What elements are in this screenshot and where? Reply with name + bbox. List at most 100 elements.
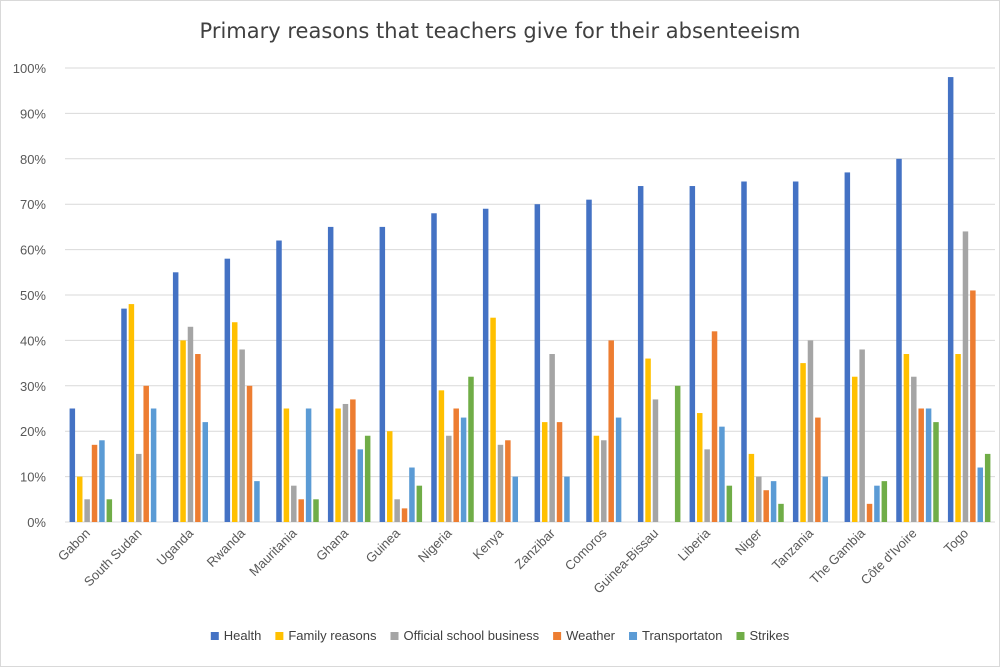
bar-official-school-business-liberia	[704, 449, 710, 522]
bar-health-comoros	[586, 199, 592, 522]
bar-official-school-business-rwanda	[239, 349, 245, 522]
bar-weather-tanzania	[815, 417, 821, 522]
gridlines	[65, 67, 995, 523]
x-tick-label: Côte d'Ivoire	[858, 526, 920, 588]
bar-transportaton-the-gambia	[874, 485, 880, 522]
x-tick-label: Nigeria	[415, 525, 455, 565]
x-tick-label: Ghana	[313, 525, 352, 564]
bar-health-rwanda	[224, 258, 231, 522]
bar-family-reasons-guinea-bissau	[645, 358, 651, 522]
bar-weather-south-sudan	[143, 385, 149, 522]
bar-family-reasons-comoros	[593, 435, 600, 522]
bar-health-tanzania	[792, 181, 799, 522]
y-tick-label: 20%	[20, 424, 46, 439]
legend-swatch	[390, 632, 399, 640]
bar-strikes-liberia	[726, 485, 733, 522]
bar-official-school-business-guinea	[394, 499, 400, 522]
bar-official-school-business-kenya	[497, 444, 504, 522]
bar-transportaton-kenya	[512, 476, 519, 522]
bar-family-reasons-mauritania	[283, 408, 290, 522]
bar-official-school-business-tanzania	[807, 340, 814, 522]
bar-transportaton-south-sudan	[150, 408, 157, 522]
bar-transportaton-togo	[977, 467, 984, 522]
x-tick-label: Rwanda	[204, 525, 249, 570]
bar-strikes-gabon	[106, 499, 113, 522]
bar-official-school-business-the-gambia	[859, 349, 865, 522]
bar-weather-togo	[970, 290, 976, 522]
bar-official-school-business-guinea-bissau	[652, 399, 659, 522]
bar-family-reasons-kenya	[490, 317, 496, 522]
bar-family-reasons-tanzania	[800, 363, 806, 522]
y-tick-label: 70%	[20, 197, 46, 212]
bar-weather-liberia	[711, 331, 718, 522]
bar-weather-ghana	[350, 399, 356, 522]
bar-official-school-business-c-te-d-ivoire	[911, 376, 917, 522]
bar-weather-rwanda	[246, 385, 253, 522]
bar-weather-guinea	[401, 508, 408, 522]
legend-swatch	[736, 632, 745, 640]
legend-label: Weather	[566, 628, 616, 643]
bar-health-south-sudan	[121, 308, 127, 522]
x-tick-label: Togo	[941, 526, 972, 557]
bar-official-school-business-ghana	[342, 403, 349, 522]
bar-strikes-nigeria	[468, 376, 474, 522]
x-tick-label: Kenya	[470, 525, 507, 562]
bar-official-school-business-uganda	[187, 326, 194, 522]
bar-weather-uganda	[195, 354, 201, 522]
bar-family-reasons-ghana	[335, 408, 341, 522]
y-tick-label: 0%	[27, 515, 46, 530]
bar-official-school-business-mauritania	[291, 485, 297, 522]
bar-family-reasons-south-sudan	[128, 304, 135, 522]
legend-label: Official school business	[404, 628, 540, 643]
bar-health-guinea-bissau	[637, 186, 644, 523]
bar-family-reasons-togo	[955, 354, 961, 522]
legend-label: Transportaton	[642, 628, 722, 643]
bar-strikes-togo	[984, 453, 991, 522]
bar-official-school-business-zanzibar	[549, 354, 555, 522]
bar-weather-the-gambia	[866, 503, 873, 522]
y-tick-label: 60%	[20, 243, 46, 258]
y-tick-label: 50%	[20, 288, 46, 303]
bar-strikes-niger	[778, 503, 784, 522]
x-tick-label: Uganda	[153, 525, 196, 568]
bar-health-liberia	[689, 186, 696, 523]
bar-family-reasons-rwanda	[231, 322, 238, 522]
bar-strikes-guinea-bissau	[674, 385, 681, 522]
bar-transportaton-mauritania	[305, 408, 312, 522]
x-tick-label: Gabon	[55, 526, 93, 564]
bar-strikes-ghana	[364, 435, 371, 522]
bar-family-reasons-zanzibar	[541, 422, 548, 522]
legend-swatch	[629, 632, 638, 640]
bar-transportaton-ghana	[357, 449, 364, 522]
bar-official-school-business-niger	[756, 476, 762, 522]
chart-title: Primary reasons that teachers give for t…	[200, 19, 801, 43]
bar-health-guinea	[379, 226, 386, 522]
bar-weather-mauritania	[298, 499, 304, 522]
x-tick-label: Mauritania	[246, 525, 300, 579]
bar-transportaton-nigeria	[460, 417, 467, 522]
bar-family-reasons-gabon	[76, 476, 83, 522]
bar-health-ghana	[327, 226, 334, 522]
bar-health-kenya	[482, 208, 489, 523]
bar-official-school-business-comoros	[601, 440, 607, 522]
legend-swatch	[210, 632, 219, 640]
bar-health-nigeria	[431, 213, 437, 522]
bar-transportaton-gabon	[99, 440, 105, 522]
bar-family-reasons-niger	[748, 453, 755, 522]
bar-strikes-the-gambia	[881, 481, 888, 522]
bar-health-togo	[947, 77, 954, 522]
bar-strikes-c-te-d-ivoire	[933, 422, 939, 522]
legend: Health Family reasons Official school busi…	[210, 628, 790, 643]
x-tick-label: Guinea	[363, 525, 404, 566]
bar-health-mauritania	[276, 240, 282, 522]
bar-official-school-business-south-sudan	[136, 453, 142, 522]
bar-health-the-gambia	[844, 172, 851, 523]
bar-strikes-guinea	[416, 485, 423, 522]
bar-official-school-business-gabon	[84, 499, 90, 522]
bar-official-school-business-nigeria	[446, 435, 452, 522]
legend-swatch	[553, 632, 562, 640]
bar-family-reasons-c-te-d-ivoire	[903, 354, 910, 522]
x-tick-label: Zanzibar	[512, 525, 559, 572]
